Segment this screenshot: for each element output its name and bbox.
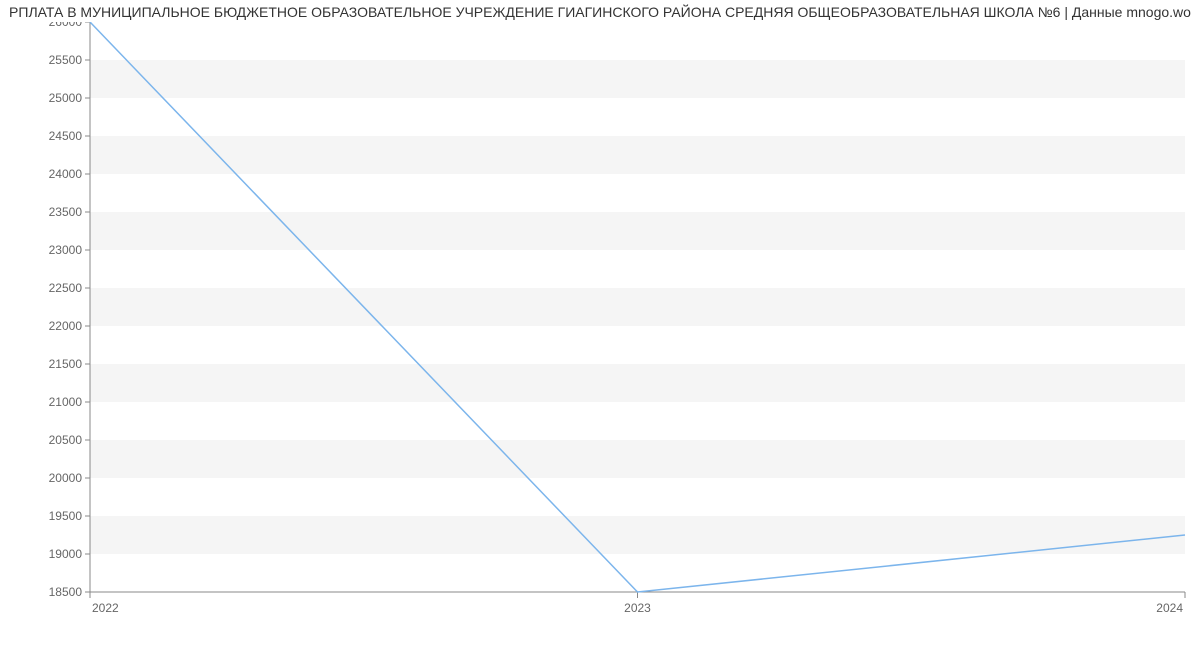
chart-title: РПЛАТА В МУНИЦИПАЛЬНОЕ БЮДЖЕТНОЕ ОБРАЗОВ… [0, 4, 1200, 20]
chart-container: 18500 19000 19500 20000 20500 21000 21500 22000… [0, 22, 1200, 632]
chart-svg: 18500 19000 19500 20000 20500 21000 21500 22000… [0, 22, 1200, 632]
y-tick-label: 24000 [49, 167, 83, 181]
y-tick-label: 22500 [49, 281, 83, 295]
grid-band [90, 212, 1185, 250]
y-tick-label: 25500 [49, 53, 83, 67]
y-tick-label: 20500 [49, 433, 83, 447]
y-tick-label: 26000 [49, 22, 83, 29]
y-tick-label: 23000 [49, 243, 83, 257]
y-tick-label: 24500 [49, 129, 83, 143]
y-tick-label: 25000 [49, 91, 83, 105]
grid-band [90, 364, 1185, 402]
y-tick-label: 20000 [49, 471, 83, 485]
y-tick-label: 21000 [49, 395, 83, 409]
y-tick-label: 19500 [49, 509, 83, 523]
grid-band [90, 440, 1185, 478]
grid-band [90, 516, 1185, 554]
grid-band [90, 60, 1185, 98]
y-tick-label: 18500 [49, 585, 83, 599]
y-tick-label: 21500 [49, 357, 83, 371]
x-tick-label: 2023 [624, 601, 651, 615]
grid-band [90, 288, 1185, 326]
y-tick-label: 23500 [49, 205, 83, 219]
x-tick-label: 2022 [92, 601, 119, 615]
y-tick-label: 19000 [49, 547, 83, 561]
y-tick-label: 22000 [49, 319, 83, 333]
x-tick-label: 2024 [1156, 601, 1183, 615]
grid-band [90, 136, 1185, 174]
